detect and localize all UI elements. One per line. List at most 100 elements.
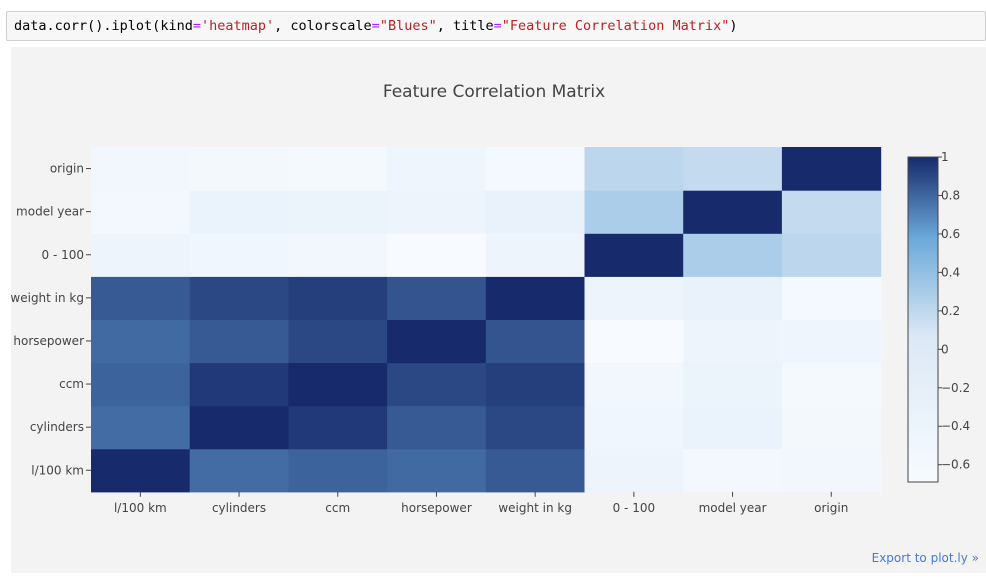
x-tick-label: origin xyxy=(814,501,848,515)
y-tick-label: cylinders xyxy=(30,420,84,434)
heatmap-cell[interactable] xyxy=(91,276,191,320)
heatmap-cell[interactable] xyxy=(485,276,586,320)
heatmap-cell[interactable] xyxy=(189,233,289,277)
heatmap-cell[interactable] xyxy=(683,147,783,191)
heatmap-cell[interactable] xyxy=(189,448,289,493)
heatmap-cell[interactable] xyxy=(485,190,586,234)
heatmap-cell[interactable] xyxy=(189,362,289,407)
heatmap-cell[interactable] xyxy=(288,190,388,234)
x-axis: l/100 km cylinders ccm horsepower weight in … xyxy=(114,491,848,515)
code-arg-title-name: title xyxy=(452,18,494,34)
heatmap-cell[interactable] xyxy=(781,276,882,320)
heatmap-cell[interactable] xyxy=(189,147,289,191)
code-cell[interactable]: data.corr().iplot(kind = 'heatmap', colors… xyxy=(6,11,986,41)
y-tick-label: 0 - 100 xyxy=(42,248,85,262)
export-to-plotly-link[interactable]: Export to plot.ly » xyxy=(871,551,979,565)
heatmap-cell[interactable] xyxy=(781,190,882,234)
heatmap-cell[interactable] xyxy=(387,405,487,450)
heatmap-cell[interactable] xyxy=(584,233,684,277)
heatmap-cell[interactable] xyxy=(683,276,783,320)
heatmap-cell[interactable] xyxy=(485,448,586,493)
heatmap-cell[interactable] xyxy=(189,319,289,364)
heatmap-chart[interactable]: Feature Correlation Matrix l/100 km cylin… xyxy=(10,47,986,573)
heatmap-cell[interactable] xyxy=(288,448,388,493)
heatmap-cell[interactable] xyxy=(584,405,684,450)
heatmap-cell[interactable] xyxy=(91,405,191,450)
code-equals-2: = xyxy=(371,18,380,34)
colorbar-ticks: 1 0.8 0.6 0.4 0.2 0 −0.2 −0.4 −0.6 xyxy=(938,150,970,472)
colorbar-gradient xyxy=(907,156,939,483)
heatmap-cell[interactable] xyxy=(485,319,586,364)
heatmap-cell[interactable] xyxy=(485,147,586,191)
colorbar-tick-label: 0.4 xyxy=(941,265,960,279)
heatmap-cell[interactable] xyxy=(781,147,882,191)
output-area: Feature Correlation Matrix l/100 km cylin… xyxy=(10,47,986,573)
heatmap-cell[interactable] xyxy=(288,319,388,364)
colorbar-tick-label: 0.6 xyxy=(941,227,960,241)
heatmap-cell[interactable] xyxy=(288,233,388,277)
code-arg-kind-value: 'heatmap' xyxy=(200,18,275,34)
heatmap-cell[interactable] xyxy=(584,448,684,493)
x-tick-label: horsepower xyxy=(401,501,472,515)
heatmap-cell[interactable] xyxy=(91,233,191,277)
heatmap-cell[interactable] xyxy=(485,233,586,277)
heatmap-cell[interactable] xyxy=(288,147,388,191)
y-tick-label: ccm xyxy=(59,377,84,391)
code-arg-kind-name: kind xyxy=(160,18,193,34)
y-tick-label: weight in kg xyxy=(11,291,84,305)
colorbar-tick-label: 0.8 xyxy=(941,188,960,202)
code-arg-title-value: "Feature Correlation Matrix" xyxy=(501,18,730,34)
heatmap-cell[interactable] xyxy=(189,276,289,320)
heatmap-cell[interactable] xyxy=(387,276,487,320)
heatmap-cell[interactable] xyxy=(781,362,882,407)
colorbar-tick-label: 0 xyxy=(941,342,949,356)
heatmap-cell[interactable] xyxy=(683,448,783,493)
x-tick-label: ccm xyxy=(325,501,350,515)
heatmap-cell[interactable] xyxy=(91,448,191,493)
heatmap-cell[interactable] xyxy=(91,147,191,191)
heatmap-cell[interactable] xyxy=(387,362,487,407)
heatmap-cell[interactable] xyxy=(288,405,388,450)
y-tick-label: model year xyxy=(16,205,84,219)
code-arg-colorscale-name: colorscale xyxy=(290,18,372,34)
code-separator-2: , xyxy=(436,18,453,34)
heatmap-cell[interactable] xyxy=(683,233,783,277)
code-prefix: data.corr().iplot( xyxy=(14,18,161,34)
heatmap-cell[interactable] xyxy=(584,190,684,234)
y-axis: l/100 km cylinders ccm horsepower weight in … xyxy=(10,162,91,477)
heatmap-cell[interactable] xyxy=(781,319,882,364)
heatmap-cell[interactable] xyxy=(584,276,684,320)
heatmap-cell[interactable] xyxy=(584,319,684,364)
heatmap-cell[interactable] xyxy=(781,448,882,493)
x-tick-label: model year xyxy=(699,501,767,515)
heatmap-cell[interactable] xyxy=(584,147,684,191)
heatmap-cell[interactable] xyxy=(288,362,388,407)
heatmap-cell[interactable] xyxy=(387,233,487,277)
code-separator-1: , xyxy=(274,18,291,34)
heatmap-cell[interactable] xyxy=(781,405,882,450)
heatmap-cell[interactable] xyxy=(91,319,191,364)
heatmap-cell[interactable] xyxy=(584,362,684,407)
colorbar: 1 0.8 0.6 0.4 0.2 0 −0.2 −0.4 −0.6 xyxy=(907,150,970,483)
heatmap-cell[interactable] xyxy=(91,190,191,234)
heatmap-cell[interactable] xyxy=(387,147,487,191)
heatmap-cell[interactable] xyxy=(189,405,289,450)
code-suffix: ) xyxy=(729,18,738,34)
heatmap-cell[interactable] xyxy=(387,319,487,364)
heatmap-cell[interactable] xyxy=(387,190,487,234)
heatmap-cell[interactable] xyxy=(683,362,783,407)
heatmap-cell[interactable] xyxy=(288,276,388,320)
colorbar-tick-label: −0.2 xyxy=(941,381,970,395)
heatmap-cell[interactable] xyxy=(91,362,191,407)
heatmap-cell[interactable] xyxy=(683,190,783,234)
heatmap-cell[interactable] xyxy=(189,190,289,234)
heatmap-cell[interactable] xyxy=(387,448,487,493)
y-tick-label: origin xyxy=(50,162,84,176)
heatmap-cell[interactable] xyxy=(485,405,586,450)
heatmap-cell[interactable] xyxy=(485,362,586,407)
heatmap-cell[interactable] xyxy=(781,233,882,277)
heatmap-cell[interactable] xyxy=(683,405,783,450)
x-tick-label: weight in kg xyxy=(498,501,572,515)
code-equals-3: = xyxy=(493,18,502,34)
heatmap-cell[interactable] xyxy=(683,319,783,364)
